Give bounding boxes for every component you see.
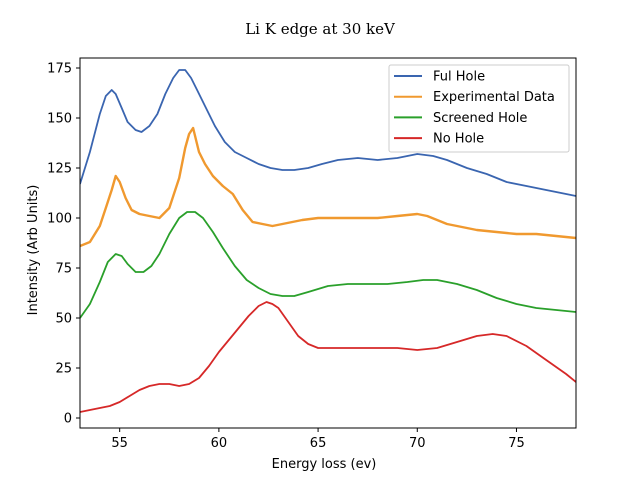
y-tick-label: 150 bbox=[47, 112, 72, 127]
x-tick-label: 75 bbox=[508, 436, 525, 451]
y-tick-label: 125 bbox=[47, 162, 72, 177]
x-axis-label: Energy loss (ev) bbox=[272, 457, 377, 472]
y-tick-label: 100 bbox=[47, 212, 72, 227]
legend-label-experimental-data: Experimental Data bbox=[433, 90, 555, 105]
y-axis: 0 25 50 75 100 125 150 175 bbox=[47, 62, 80, 427]
legend-label-no-hole: No Hole bbox=[433, 132, 484, 147]
series-line-no-hole bbox=[80, 301, 576, 413]
legend-label-screened-hole: Screened Hole bbox=[433, 111, 527, 126]
plot-frame bbox=[79, 57, 577, 429]
x-axis: 55 60 65 70 75 bbox=[111, 428, 525, 451]
plot-area bbox=[79, 57, 577, 429]
series-lines bbox=[80, 69, 576, 413]
x-tick-label: 70 bbox=[409, 436, 426, 451]
legend-label-ful-hole: Ful Hole bbox=[433, 70, 485, 85]
x-tick-label: 65 bbox=[310, 436, 327, 451]
x-tick-label: 60 bbox=[211, 436, 228, 451]
y-tick-label: 75 bbox=[55, 262, 72, 277]
y-tick-label: 0 bbox=[64, 412, 72, 427]
x-tick-label: 55 bbox=[111, 436, 128, 451]
y-tick-label: 175 bbox=[47, 62, 72, 77]
series-line-ful-hole bbox=[80, 69, 576, 197]
series-line-screened-hole bbox=[80, 211, 576, 319]
legend-frame bbox=[388, 64, 570, 153]
legend: Ful Hole Experimental Data Screened Hole No… bbox=[388, 64, 570, 153]
y-axis-label: Intensity (Arb Units) bbox=[26, 185, 41, 316]
chart-title: Li K edge at 30 keV bbox=[245, 20, 396, 38]
y-tick-label: 50 bbox=[55, 312, 72, 327]
series-line-experimental-data bbox=[80, 126, 576, 248]
y-tick-label: 25 bbox=[55, 362, 72, 377]
